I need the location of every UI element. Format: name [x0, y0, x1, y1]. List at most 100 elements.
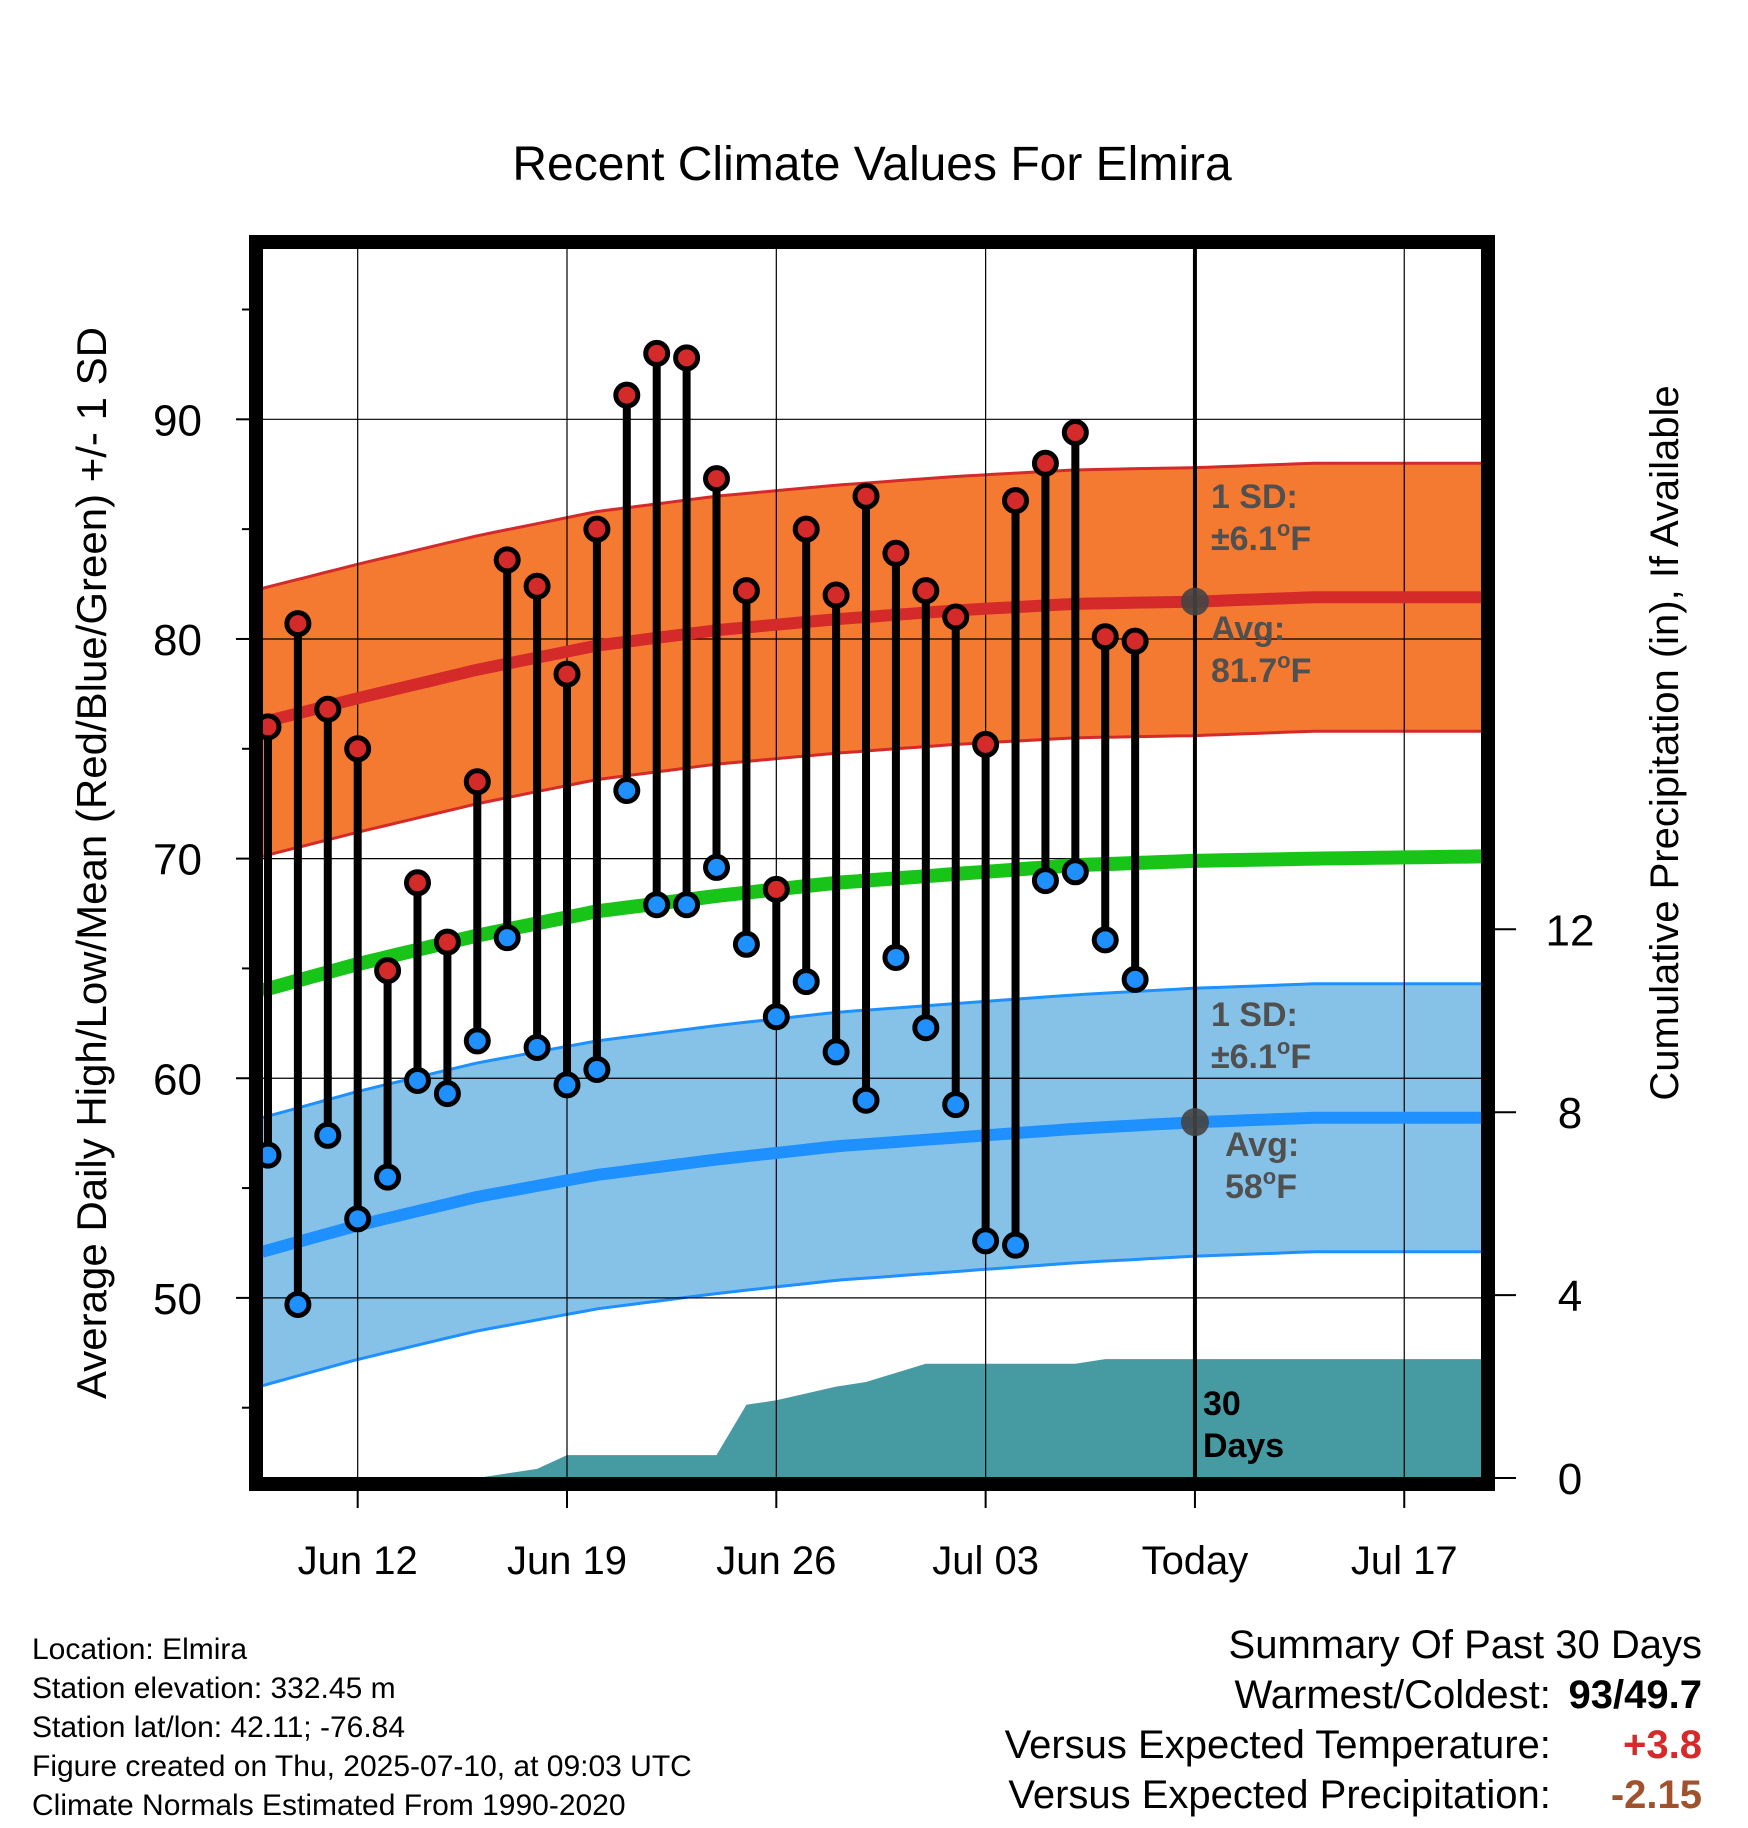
elevation-text: Station elevation: 332.45 m: [32, 1672, 396, 1705]
high-avg-marker: [1180, 587, 1209, 616]
degree-symbol: o: [1277, 1034, 1290, 1059]
daily-low-point: [433, 1080, 461, 1108]
summary-temp-row: Versus Expected Temperature: +3.8: [1005, 1720, 1702, 1770]
daily-low-point: [762, 1003, 790, 1031]
daily-low-point: [1121, 965, 1149, 993]
location-text: Location: Elmira: [32, 1633, 248, 1666]
daily-high-point: [523, 572, 551, 600]
daily-low-point: [262, 1141, 282, 1169]
daily-high-point: [1002, 487, 1030, 515]
daily-low-point: [493, 924, 521, 952]
daily-high-point: [1061, 419, 1089, 446]
summary-precip-row: Versus Expected Precipitation: -2.15: [1005, 1770, 1702, 1820]
daily-low-point: [403, 1066, 431, 1094]
summary-temp-label: Versus Expected Temperature:: [1004, 1723, 1551, 1767]
summary-warmest-label: Warmest/Coldest:: [1234, 1673, 1551, 1717]
daily-high-point: [344, 735, 372, 763]
daily-high-point: [732, 577, 760, 605]
daily-high-point: [1091, 623, 1119, 651]
daily-high-point: [583, 515, 611, 543]
daily-high-point: [1031, 449, 1059, 477]
degree-unit: F: [1291, 652, 1312, 690]
daily-low-point: [1031, 867, 1059, 895]
daily-high-point: [433, 928, 461, 956]
daily-high-point: [882, 539, 910, 567]
high-sd-upper-line: [262, 461, 1482, 590]
daily-low-point: [1002, 1231, 1030, 1259]
y2-axis-title: Cumulative Precipitation (in), If Availa…: [1643, 385, 1687, 1100]
left-axis-label: 70: [153, 836, 202, 885]
daily-high-point: [284, 610, 312, 638]
low-sd-lower-line: [262, 1250, 1482, 1388]
low-avg-line: [262, 1111, 1482, 1258]
daily-low-point: [912, 1014, 940, 1042]
right-axis: 0 4 8 12: [1494, 906, 1594, 1504]
daily-high-point: [942, 603, 970, 631]
daily-low-point: [822, 1038, 850, 1066]
bottom-axis-label: Jul 17: [1351, 1539, 1458, 1583]
daily-low-point: [1091, 926, 1119, 954]
right-axis-label: 0: [1558, 1455, 1582, 1504]
summary-panel: Summary Of Past 30 Days Warmest/Coldest:…: [1005, 1620, 1702, 1820]
daily-high-point: [912, 577, 940, 605]
right-axis-label: 12: [1546, 906, 1595, 955]
daily-low-point: [882, 943, 910, 971]
normals-text: Climate Normals Estimated From 1990-2020: [32, 1789, 626, 1822]
low-avg-marker: [1180, 1108, 1209, 1137]
low-avg-label: 58oF: [1225, 1164, 1297, 1206]
daily-high-point: [1121, 627, 1149, 655]
daily-low-point: [284, 1290, 312, 1318]
right-axis-label: 8: [1558, 1089, 1582, 1138]
daily-high-point: [463, 768, 491, 796]
daily-low-point: [613, 777, 641, 805]
high-avg-label: Avg:: [1211, 610, 1285, 648]
daily-high-point: [852, 482, 880, 510]
low-sd-label: 1 SD:: [1211, 996, 1298, 1034]
bottom-axis-label: Jun 12: [298, 1539, 418, 1583]
daily-high-point: [673, 344, 701, 372]
left-axis-label: 50: [153, 1275, 202, 1324]
daily-high-point: [762, 875, 790, 903]
summary-warmest-row: Warmest/Coldest: 93/49.7: [1005, 1670, 1703, 1720]
daily-low-point: [673, 891, 701, 919]
daily-low-point: [1061, 858, 1089, 886]
low-sd-label: ±6.1oF: [1211, 1034, 1311, 1076]
summary-precip-value: -2.15: [1610, 1773, 1702, 1817]
degree-symbol: o: [1277, 648, 1290, 673]
daily-high-point: [613, 381, 641, 409]
daily-low-point: [703, 853, 731, 881]
bottom-axis-label: Jun 26: [716, 1539, 836, 1583]
summary-warmest-value: 93/49.7: [1568, 1673, 1702, 1717]
station-info: Location: Elmira Station elevation: 332.…: [32, 1630, 692, 1825]
degree-unit: F: [1290, 1038, 1311, 1076]
daily-high-point: [553, 660, 581, 688]
left-axis-label: 80: [153, 616, 202, 665]
daily-low-point: [463, 1027, 491, 1055]
daily-low-point: [972, 1227, 1000, 1255]
daily-low-point: [732, 930, 760, 958]
daily-low-point: [942, 1091, 970, 1119]
daily-high-point: [314, 695, 342, 723]
created-text: Figure created on Thu, 2025-07-10, at 09…: [32, 1750, 692, 1783]
daily-low-point: [553, 1071, 581, 1099]
daily-high-point: [792, 515, 820, 543]
summary-heading: Summary Of Past 30 Days: [1228, 1623, 1702, 1667]
high-avg-line: [262, 591, 1482, 729]
daily-low-point: [583, 1055, 611, 1083]
high-sd-lower-line: [262, 729, 1482, 858]
daily-high-point: [262, 713, 282, 741]
daily-low-point: [374, 1163, 402, 1191]
latlon-text: Station lat/lon: 42.11; -76.84: [32, 1711, 406, 1744]
high-sd-label: ±6.1oF: [1211, 516, 1311, 558]
left-axis-label: 90: [153, 396, 202, 445]
precip-days-label: 30 Days: [1203, 1385, 1284, 1465]
bottom-axis-label: Today: [1142, 1539, 1249, 1583]
left-axis: 50 60 70 80 90: [153, 308, 250, 1409]
daily-low-point: [792, 968, 820, 996]
chart-title: Recent Climate Values For Elmira: [512, 138, 1232, 191]
degree-unit: F: [1276, 1168, 1297, 1206]
summary-precip-label: Versus Expected Precipitation:: [1008, 1773, 1551, 1817]
